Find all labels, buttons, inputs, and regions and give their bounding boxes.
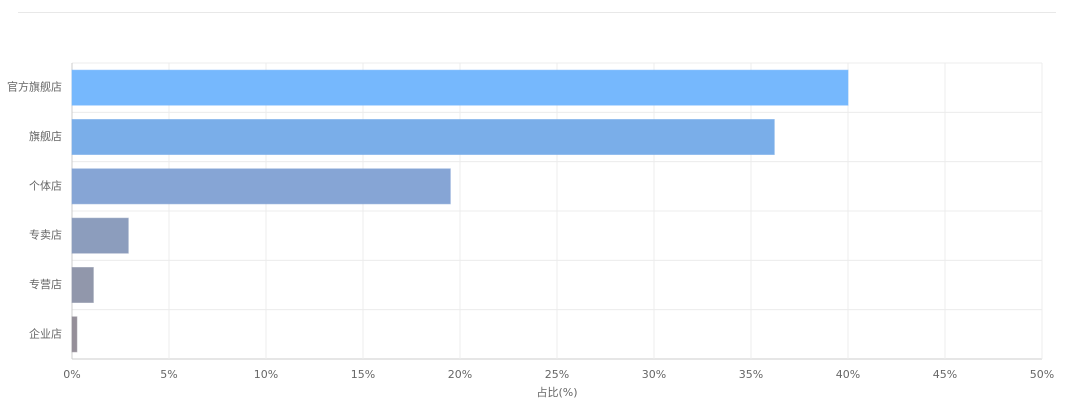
x-tick-label: 25% [545, 368, 569, 381]
bar [71, 316, 78, 353]
y-tick-label: 专营店 [29, 277, 62, 291]
y-tick-label: 官方旗舰店 [7, 80, 62, 94]
x-tick-label: 20% [448, 368, 472, 381]
bar [71, 267, 94, 303]
x-tick-label: 15% [351, 368, 375, 381]
bar [71, 69, 849, 106]
x-tick-label: 50% [1030, 368, 1054, 381]
x-tick-label: 30% [642, 368, 666, 381]
x-tick-label: 45% [933, 368, 957, 381]
bar [71, 119, 775, 155]
x-tick-label: 35% [739, 368, 763, 381]
x-tick-label: 0% [63, 368, 80, 381]
y-tick-label: 专卖店 [29, 228, 62, 242]
x-tick-label: 10% [254, 368, 278, 381]
x-tick-label: 40% [836, 368, 860, 381]
x-axis-label: 占比(%) [536, 385, 577, 399]
y-tick-label: 个体店 [29, 178, 62, 192]
x-tick-label: 5% [160, 368, 177, 381]
bar [71, 217, 129, 254]
y-tick-label: 企业店 [29, 326, 62, 340]
bar [71, 168, 451, 205]
y-tick-label: 旗舰店 [29, 129, 62, 143]
